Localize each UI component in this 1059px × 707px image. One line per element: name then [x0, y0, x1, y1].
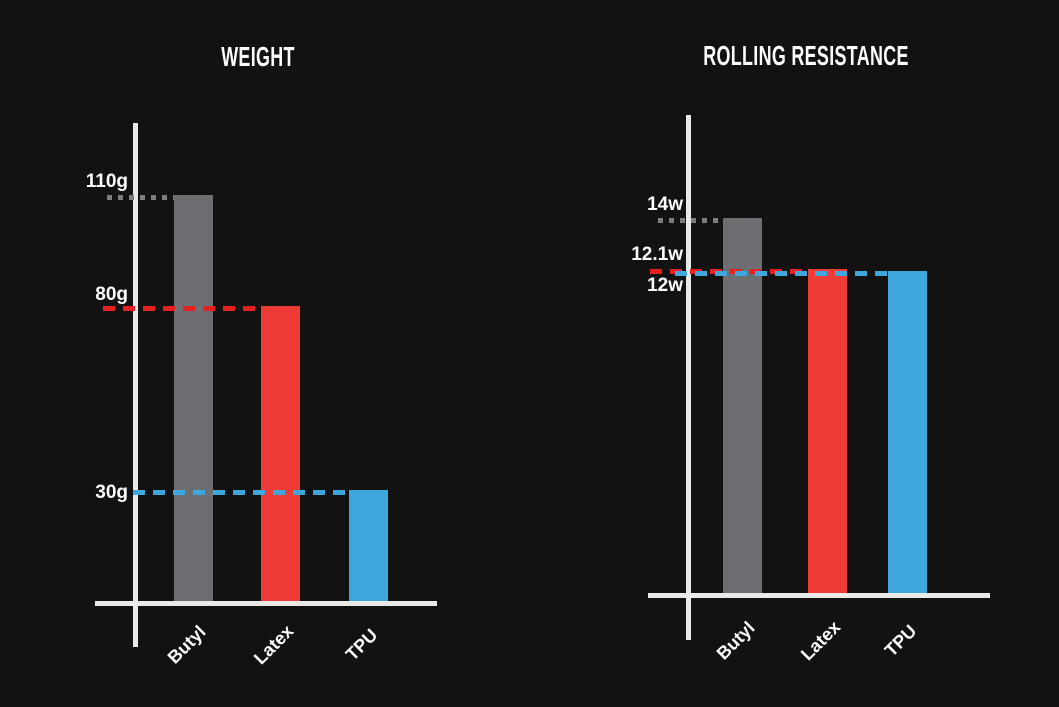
guide-line-tpu [675, 271, 888, 276]
bar-butyl [723, 218, 762, 593]
category-label-latex: Latex [796, 616, 844, 665]
x-axis [95, 601, 437, 606]
x-axis [648, 593, 990, 598]
bar-tpu [888, 271, 927, 593]
y-axis [133, 123, 138, 647]
value-label-tpu: 30g [95, 482, 128, 503]
bar-butyl [174, 195, 213, 601]
guide-line-latex [103, 306, 261, 311]
value-label-tpu: 12w [647, 275, 683, 296]
category-label-tpu: TPU [880, 620, 920, 661]
guide-line-butyl [658, 218, 723, 223]
value-label-butyl: 110g [85, 171, 128, 192]
bar-latex [261, 306, 300, 601]
guide-line-butyl [107, 195, 174, 200]
bar-tpu [349, 490, 388, 601]
category-label-butyl: Butyl [712, 617, 759, 664]
value-label-latex: 80g [95, 284, 128, 305]
value-label-latex: 12.1w [631, 244, 683, 265]
value-label-butyl: 14w [647, 194, 683, 215]
bar-latex [808, 269, 847, 593]
y-axis [686, 115, 691, 640]
weight-chart-title: WEIGHT [221, 41, 295, 72]
guide-line-tpu [133, 490, 349, 495]
rolling-resistance-chart-title: ROLLING RESISTANCE [703, 40, 909, 71]
